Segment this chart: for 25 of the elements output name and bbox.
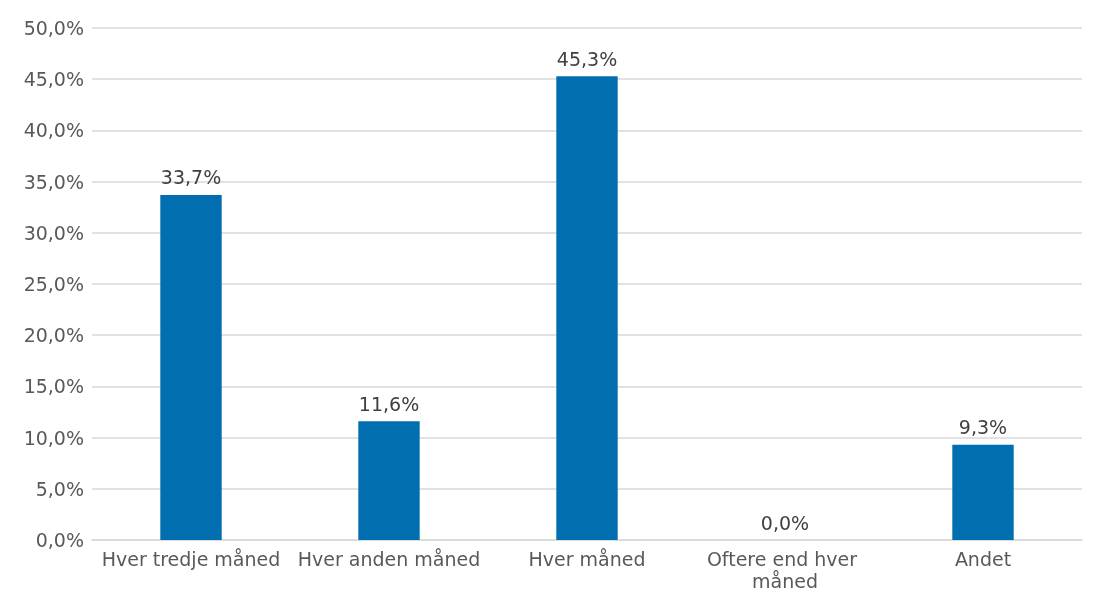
bar [952, 444, 1014, 540]
y-tick-label: 10,0% [23, 426, 84, 449]
data-label: 9,3% [958, 416, 1008, 439]
y-tick-label: 30,0% [23, 221, 84, 244]
x-tick-label: Oftere end hver måned [706, 548, 864, 592]
x-tick-label: Hver måned [528, 548, 646, 570]
y-tick-label: 35,0% [23, 170, 84, 193]
bar [358, 421, 420, 540]
y-tick-label: 15,0% [23, 375, 84, 398]
x-tick-label: Hver tredje måned [101, 548, 281, 570]
data-label: 11,6% [358, 392, 420, 415]
x-tick-label: Hver anden måned [297, 548, 481, 570]
y-tick-label: 5,0% [35, 477, 84, 500]
y-tick-label: 20,0% [23, 324, 84, 347]
y-tick-label: 0,0% [35, 529, 84, 551]
data-label: 0,0% [760, 511, 810, 534]
bar [556, 76, 618, 540]
y-tick-label: 50,0% [23, 17, 84, 39]
y-tick-label: 45,0% [23, 68, 84, 91]
y-tick-label: 40,0% [23, 119, 84, 142]
x-tick-label: Andet [954, 548, 1012, 570]
data-label: 33,7% [160, 166, 222, 189]
y-tick-label: 25,0% [23, 273, 84, 295]
data-label: 45,3% [556, 47, 618, 70]
bar [160, 194, 222, 540]
